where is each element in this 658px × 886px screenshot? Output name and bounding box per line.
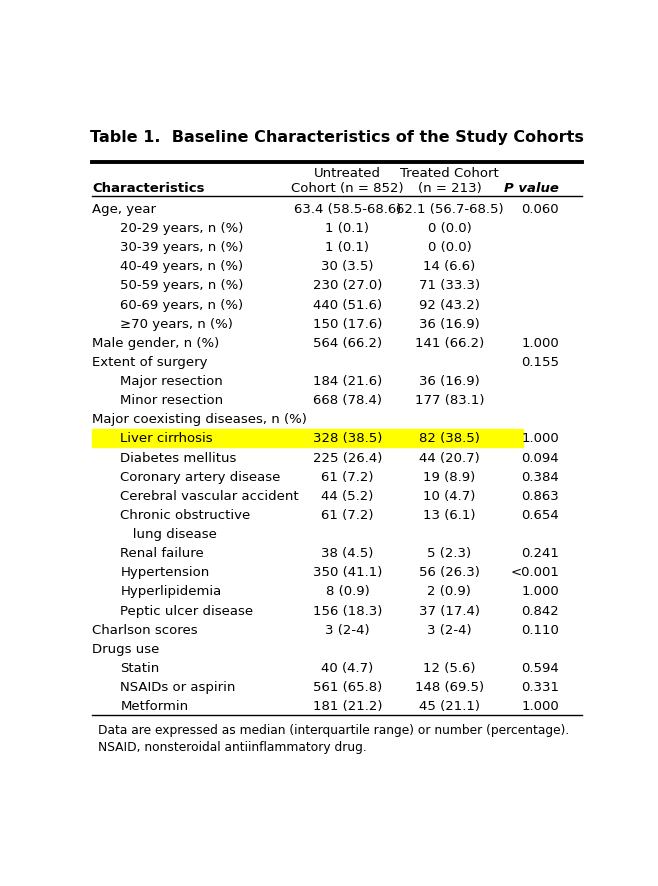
Text: 36 (16.9): 36 (16.9) [419, 375, 480, 387]
Text: 63.4 (58.5-68.6): 63.4 (58.5-68.6) [293, 203, 401, 215]
Text: Characteristics: Characteristics [92, 182, 205, 195]
Text: 1.000: 1.000 [521, 585, 559, 598]
Text: 0.384: 0.384 [521, 470, 559, 483]
Text: Hypertension: Hypertension [120, 565, 210, 579]
Text: 184 (21.6): 184 (21.6) [313, 375, 382, 387]
Text: 0.094: 0.094 [521, 451, 559, 464]
Text: 141 (66.2): 141 (66.2) [415, 337, 484, 349]
Text: 668 (78.4): 668 (78.4) [313, 393, 382, 407]
Text: Metformin: Metformin [120, 699, 189, 712]
Text: 0.594: 0.594 [521, 661, 559, 674]
Text: NSAIDs or aspirin: NSAIDs or aspirin [120, 680, 236, 693]
Text: 45 (21.1): 45 (21.1) [419, 699, 480, 712]
Text: 92 (43.2): 92 (43.2) [419, 299, 480, 311]
Text: 0.654: 0.654 [521, 509, 559, 521]
Text: 37 (17.4): 37 (17.4) [419, 604, 480, 617]
Text: 10 (4.7): 10 (4.7) [423, 489, 476, 502]
Text: 0.241: 0.241 [521, 547, 559, 559]
Text: 150 (17.6): 150 (17.6) [313, 317, 382, 330]
Text: Major resection: Major resection [120, 375, 223, 387]
Text: Cerebral vascular accident: Cerebral vascular accident [120, 489, 299, 502]
Text: Treated Cohort: Treated Cohort [400, 167, 499, 180]
Text: 225 (26.4): 225 (26.4) [313, 451, 382, 464]
Text: 1 (0.1): 1 (0.1) [326, 222, 369, 235]
Text: 30-39 years, n (%): 30-39 years, n (%) [120, 241, 244, 254]
Text: Hyperlipidemia: Hyperlipidemia [120, 585, 222, 598]
Text: Charlson scores: Charlson scores [92, 623, 198, 636]
Text: Renal failure: Renal failure [120, 547, 204, 559]
Text: 328 (38.5): 328 (38.5) [313, 431, 382, 445]
Text: 5 (2.3): 5 (2.3) [427, 547, 472, 559]
Text: 0.155: 0.155 [521, 355, 559, 369]
Text: 44 (20.7): 44 (20.7) [419, 451, 480, 464]
Text: 181 (21.2): 181 (21.2) [313, 699, 382, 712]
Text: 0.842: 0.842 [521, 604, 559, 617]
Text: 3 (2-4): 3 (2-4) [427, 623, 472, 636]
Text: 19 (8.9): 19 (8.9) [423, 470, 476, 483]
Text: 30 (3.5): 30 (3.5) [321, 260, 374, 273]
Text: Coronary artery disease: Coronary artery disease [120, 470, 281, 483]
Text: 13 (6.1): 13 (6.1) [423, 509, 476, 521]
Text: 3 (2-4): 3 (2-4) [325, 623, 370, 636]
Text: 1.000: 1.000 [521, 337, 559, 349]
Text: 0 (0.0): 0 (0.0) [428, 241, 471, 254]
Text: 50-59 years, n (%): 50-59 years, n (%) [120, 279, 244, 292]
Text: 8 (0.9): 8 (0.9) [326, 585, 369, 598]
Text: P value: P value [504, 182, 559, 195]
Text: 2 (0.9): 2 (0.9) [428, 585, 471, 598]
Text: 61 (7.2): 61 (7.2) [321, 509, 374, 521]
Text: lung disease: lung disease [120, 527, 217, 540]
Text: 0.110: 0.110 [521, 623, 559, 636]
Text: Untreated: Untreated [314, 167, 381, 180]
Text: 0.863: 0.863 [521, 489, 559, 502]
Text: Drugs use: Drugs use [92, 642, 160, 655]
Text: 350 (41.1): 350 (41.1) [313, 565, 382, 579]
Text: (n = 213): (n = 213) [418, 182, 481, 195]
Text: 40-49 years, n (%): 40-49 years, n (%) [120, 260, 243, 273]
Text: 440 (51.6): 440 (51.6) [313, 299, 382, 311]
Text: 564 (66.2): 564 (66.2) [313, 337, 382, 349]
Text: Extent of surgery: Extent of surgery [92, 355, 208, 369]
Text: Major coexisting diseases, n (%): Major coexisting diseases, n (%) [92, 413, 307, 426]
Text: Table 1.  Baseline Characteristics of the Study Cohorts: Table 1. Baseline Characteristics of the… [90, 130, 584, 145]
Text: 61 (7.2): 61 (7.2) [321, 470, 374, 483]
Text: Liver cirrhosis: Liver cirrhosis [120, 431, 213, 445]
Text: Age, year: Age, year [92, 203, 157, 215]
Text: 44 (5.2): 44 (5.2) [321, 489, 374, 502]
Text: Minor resection: Minor resection [120, 393, 224, 407]
Text: 12 (5.6): 12 (5.6) [423, 661, 476, 674]
Text: Diabetes mellitus: Diabetes mellitus [120, 451, 237, 464]
Bar [92, 429, 523, 447]
Text: Chronic obstructive: Chronic obstructive [120, 509, 251, 521]
Text: 71 (33.3): 71 (33.3) [419, 279, 480, 292]
Text: 60-69 years, n (%): 60-69 years, n (%) [120, 299, 243, 311]
Text: ≥70 years, n (%): ≥70 years, n (%) [120, 317, 234, 330]
Text: 0 (0.0): 0 (0.0) [428, 222, 471, 235]
Text: 0.060: 0.060 [521, 203, 559, 215]
Text: Data are expressed as median (interquartile range) or number (percentage).: Data are expressed as median (interquart… [97, 723, 569, 736]
Text: NSAID, nonsteroidal antiinflammatory drug.: NSAID, nonsteroidal antiinflammatory dru… [97, 740, 367, 753]
Text: 14 (6.6): 14 (6.6) [423, 260, 476, 273]
Text: Statin: Statin [120, 661, 160, 674]
Text: <0.001: <0.001 [510, 565, 559, 579]
Text: 82 (38.5): 82 (38.5) [419, 431, 480, 445]
Text: Male gender, n (%): Male gender, n (%) [92, 337, 220, 349]
Text: 36 (16.9): 36 (16.9) [419, 317, 480, 330]
Text: 20-29 years, n (%): 20-29 years, n (%) [120, 222, 244, 235]
Text: Peptic ulcer disease: Peptic ulcer disease [120, 604, 253, 617]
Text: 0.331: 0.331 [521, 680, 559, 693]
Text: 40 (4.7): 40 (4.7) [321, 661, 374, 674]
Text: 1 (0.1): 1 (0.1) [326, 241, 369, 254]
Text: 148 (69.5): 148 (69.5) [415, 680, 484, 693]
Text: 561 (65.8): 561 (65.8) [313, 680, 382, 693]
Text: Cohort (n = 852): Cohort (n = 852) [291, 182, 404, 195]
Text: 1.000: 1.000 [521, 431, 559, 445]
Text: 230 (27.0): 230 (27.0) [313, 279, 382, 292]
Text: 1.000: 1.000 [521, 699, 559, 712]
Text: 62.1 (56.7-68.5): 62.1 (56.7-68.5) [395, 203, 503, 215]
Text: 177 (83.1): 177 (83.1) [415, 393, 484, 407]
Text: 56 (26.3): 56 (26.3) [419, 565, 480, 579]
Text: 38 (4.5): 38 (4.5) [321, 547, 374, 559]
Text: 156 (18.3): 156 (18.3) [313, 604, 382, 617]
